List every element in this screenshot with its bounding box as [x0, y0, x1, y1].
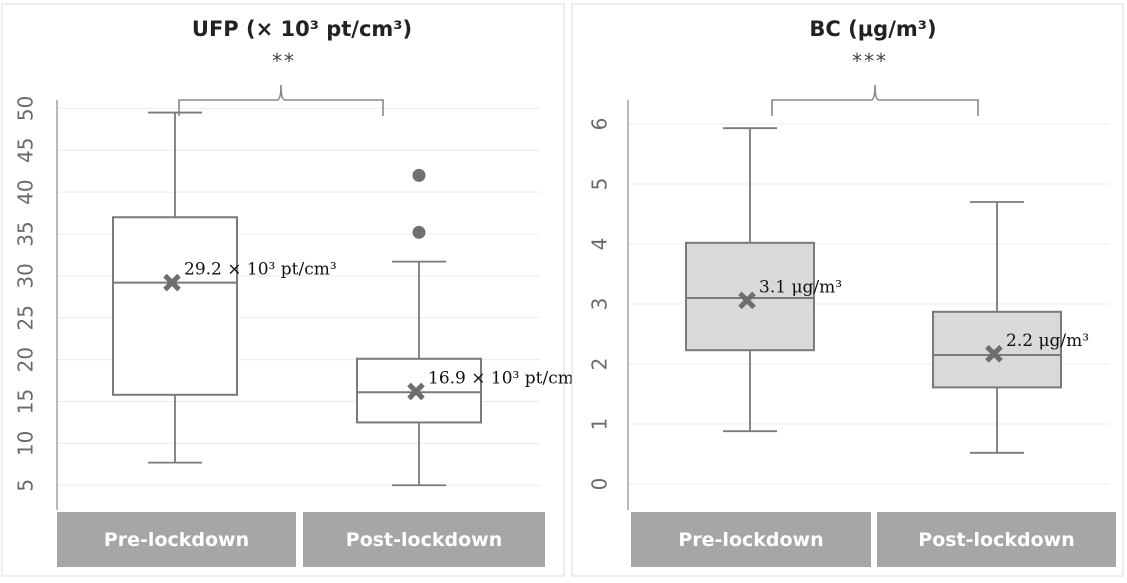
- ufp-y-tick-label: 10: [14, 431, 38, 456]
- bc-significance-bracket: [771, 84, 979, 116]
- ufp-category-label: Post-lockdown: [346, 529, 502, 551]
- iqr-box: [112, 216, 238, 396]
- ufp-y-tick-label: 45: [14, 138, 38, 163]
- ufp-y-tick-label: 25: [14, 305, 38, 330]
- ufp-box-post: 16.9 × 10³ pt/cm³: [356, 168, 581, 487]
- ufp-y-tick-label: 35: [14, 221, 38, 246]
- ufp-y-tick-label: 50: [14, 96, 38, 121]
- ufp-y-tick-label: 40: [14, 179, 38, 204]
- ufp-category-label: Pre-lockdown: [104, 529, 249, 551]
- bc-category-band: [631, 512, 871, 567]
- bc-y-tick-label: 5: [588, 178, 612, 191]
- bc-category-band: [877, 512, 1116, 567]
- ufp-y-tick-label: 15: [14, 389, 38, 414]
- bc-title: BC (μg/m³): [809, 17, 936, 41]
- ufp-panel-frame: [1, 3, 565, 577]
- bc-box-post: 2.2 μg/m³: [932, 201, 1089, 454]
- bc-plot-area: 0 1 2 3 4 5 6 3.1 μg/m³ 2.2 μg/m³ Pre-lockdown Pos…: [588, 84, 1116, 567]
- outlier-point: [412, 225, 426, 239]
- mean-label: 16.9 × 10³ pt/cm³: [428, 368, 581, 388]
- mean-label: 29.2 × 10³ pt/cm³: [184, 260, 337, 280]
- ufp-box-pre: 29.2 × 10³ pt/cm³: [112, 111, 337, 464]
- bc-panel-frame: [571, 3, 1124, 577]
- bc-y-tick-label: 2: [588, 358, 612, 371]
- ufp-title: UFP (× 10³ pt/cm³): [192, 17, 412, 41]
- ufp-y-tick-label: 5: [14, 479, 38, 492]
- mean-marker-stroke: [738, 291, 756, 310]
- mean-marker-stroke: [163, 273, 181, 292]
- mean-marker-stroke: [407, 382, 425, 401]
- bc-y-tick-label: 1: [588, 418, 612, 431]
- bc-category-label: Pre-lockdown: [678, 529, 823, 551]
- ufp-significance: **: [272, 49, 296, 73]
- mean-marker-stroke: [985, 345, 1003, 363]
- ufp-category-band: [303, 512, 545, 567]
- bc-y-tick-label: 6: [588, 118, 612, 131]
- ufp-y-tick-label: 20: [14, 347, 38, 372]
- ufp-y-tick-label: 30: [14, 263, 38, 288]
- ufp-panel: UFP (× 10³ pt/cm³) ** 510152025303540455…: [1, 3, 581, 577]
- bc-category-label: Post-lockdown: [918, 529, 1074, 551]
- bc-y-tick-label: 0: [588, 478, 612, 491]
- mean-label: 2.2 μg/m³: [1006, 331, 1089, 351]
- bc-box-pre: 3.1 μg/m³: [685, 127, 842, 433]
- mean-marker: [163, 273, 181, 292]
- mean-marker: [738, 291, 756, 310]
- outlier-point: [412, 168, 426, 182]
- mean-marker: [407, 382, 425, 401]
- bc-y-tick-label: 4: [588, 238, 612, 251]
- mean-label: 3.1 μg/m³: [759, 277, 842, 297]
- bc-y-tick-label: 3: [588, 298, 612, 311]
- bc-panel: BC (μg/m³) *** 0 1 2 3 4 5 6 3.1 μg/m³ 2.2 μg/m³…: [571, 3, 1124, 577]
- ufp-plot-area: 5 10 15 20 25 30 35 40 45 50 29.2 × 10³ pt/cm³ 16.9…: [14, 84, 581, 567]
- ufp-significance-bracket: [178, 84, 384, 116]
- bc-significance: ***: [852, 49, 888, 73]
- ufp-category-band: [57, 512, 296, 567]
- mean-marker: [985, 345, 1003, 363]
